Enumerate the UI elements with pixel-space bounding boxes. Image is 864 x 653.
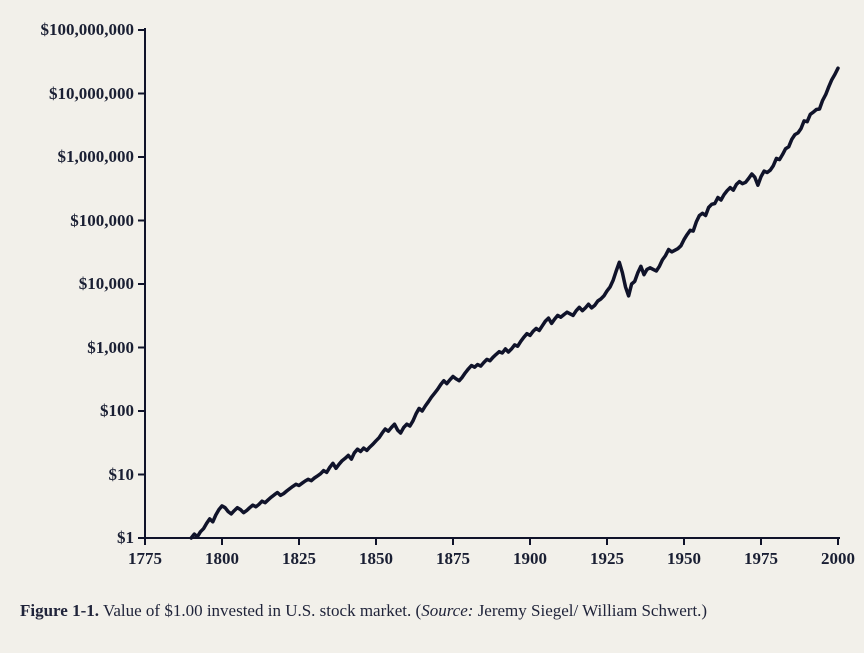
figure-container: $1$10$100$1,000$10,000$100,000$1,000,000… [0,0,864,653]
chart-svg [0,0,864,598]
caption-source-label: Source: [421,601,473,620]
caption-source-value: Jeremy Siegel/ William Schwert.) [473,601,707,620]
caption-lead: Figure 1-1. [20,601,99,620]
chart-region: $1$10$100$1,000$10,000$100,000$1,000,000… [0,0,864,598]
caption-body: Value of $1.00 invested in U.S. stock ma… [99,601,421,620]
series-line [191,68,838,538]
figure-caption: Figure 1-1. Value of $1.00 invested in U… [20,600,836,623]
